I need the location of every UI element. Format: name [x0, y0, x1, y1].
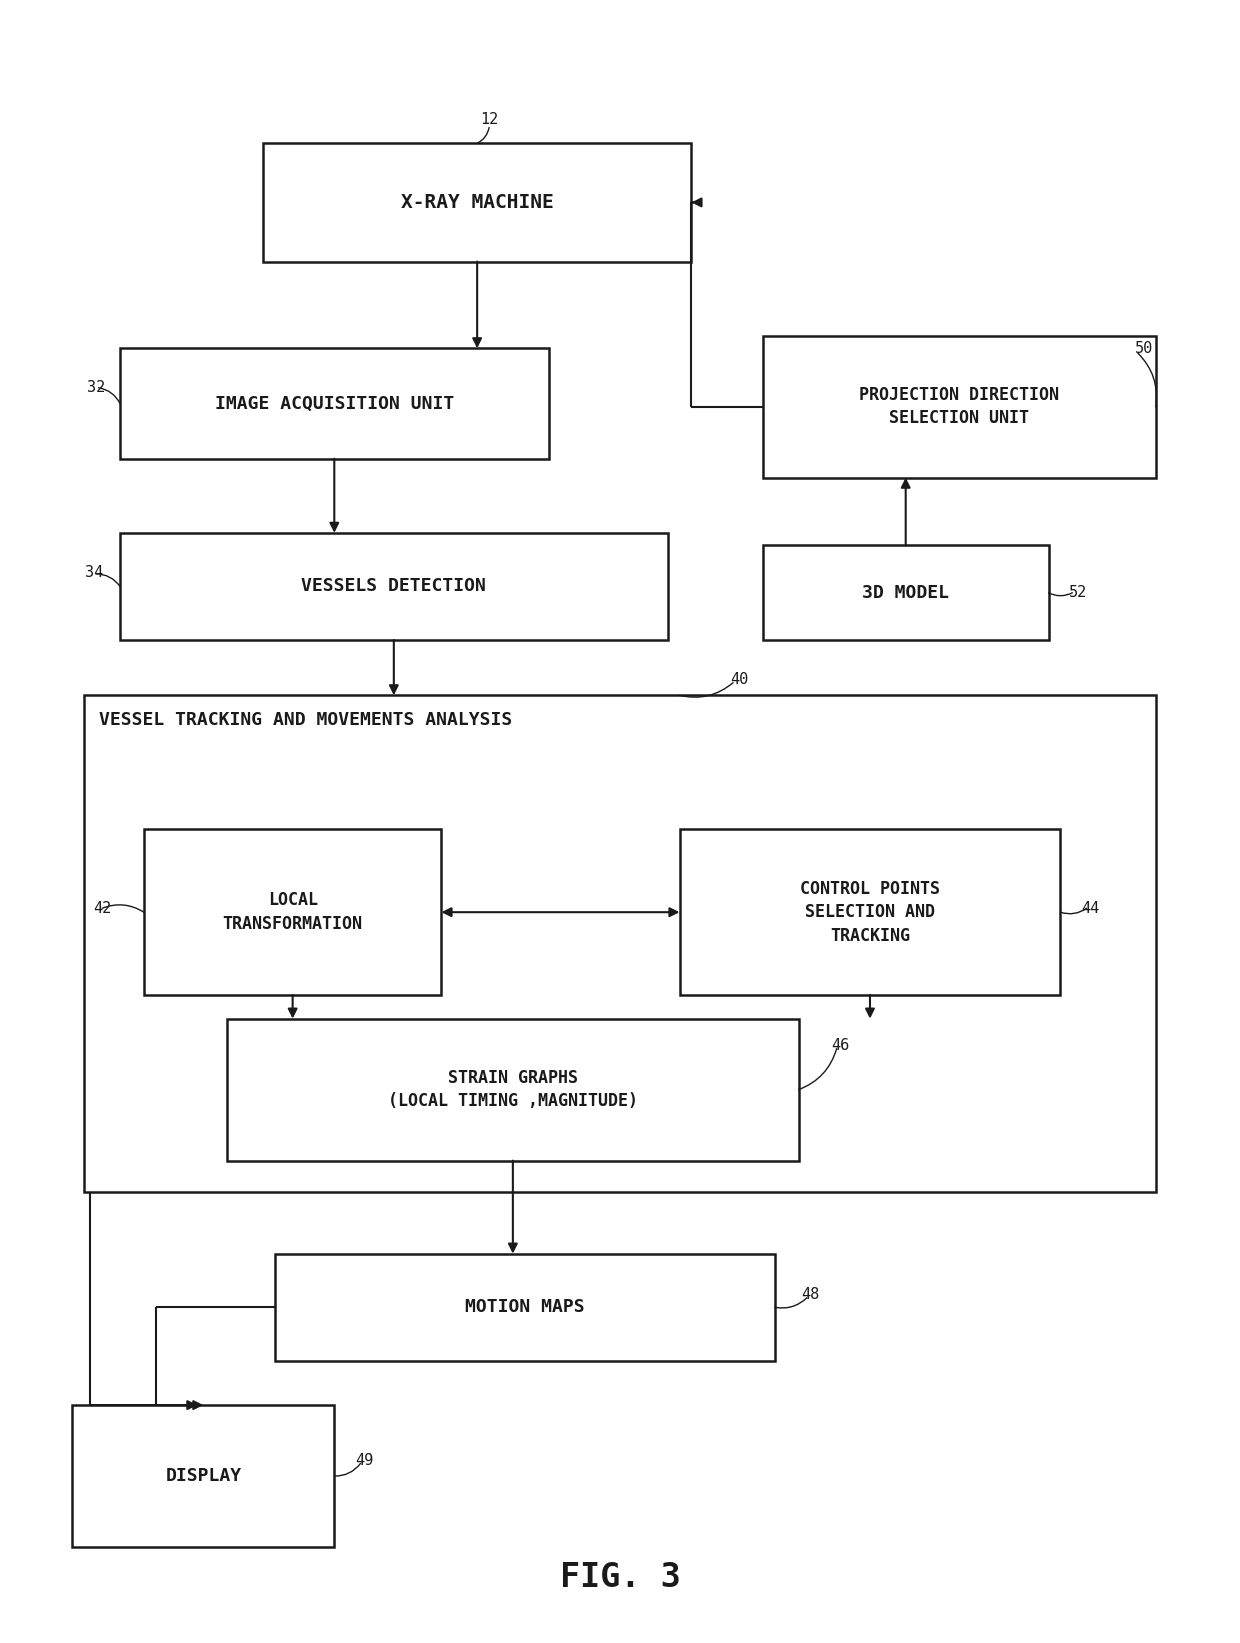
Text: VESSEL TRACKING AND MOVEMENTS ANALYSIS: VESSEL TRACKING AND MOVEMENTS ANALYSIS — [99, 711, 512, 729]
Text: 40: 40 — [730, 672, 748, 687]
Bar — [144, 830, 441, 996]
Text: 48: 48 — [801, 1286, 820, 1303]
Text: VESSELS DETECTION: VESSELS DETECTION — [301, 577, 486, 595]
Text: 32: 32 — [87, 380, 105, 396]
Text: STRAIN GRAPHS
(LOCAL TIMING ,MAGNITUDE): STRAIN GRAPHS (LOCAL TIMING ,MAGNITUDE) — [388, 1070, 637, 1111]
Bar — [263, 143, 692, 261]
Bar — [120, 348, 548, 458]
Text: 34: 34 — [84, 565, 103, 580]
Text: 49: 49 — [355, 1452, 373, 1467]
Text: LOCAL
TRANSFORMATION: LOCAL TRANSFORMATION — [223, 892, 362, 933]
Text: MOTION MAPS: MOTION MAPS — [465, 1298, 584, 1316]
Text: 52: 52 — [1069, 585, 1087, 600]
Text: 42: 42 — [93, 900, 112, 915]
Text: DISPLAY: DISPLAY — [165, 1467, 242, 1485]
Text: 50: 50 — [1135, 340, 1153, 357]
Text: 44: 44 — [1081, 900, 1100, 915]
Bar — [275, 1254, 775, 1360]
Text: 12: 12 — [480, 112, 498, 127]
Bar — [84, 695, 1156, 1193]
Text: X-RAY MACHINE: X-RAY MACHINE — [401, 192, 553, 212]
Text: IMAGE ACQUISITION UNIT: IMAGE ACQUISITION UNIT — [215, 394, 454, 412]
Text: 46: 46 — [831, 1038, 849, 1053]
Text: 3D MODEL: 3D MODEL — [862, 583, 949, 601]
Bar — [227, 1019, 799, 1160]
Bar — [763, 335, 1156, 478]
Bar — [763, 545, 1049, 641]
Bar — [72, 1405, 335, 1548]
Bar — [120, 532, 667, 641]
Text: FIG. 3: FIG. 3 — [559, 1561, 681, 1594]
Text: CONTROL POINTS
SELECTION AND
TRACKING: CONTROL POINTS SELECTION AND TRACKING — [800, 879, 940, 945]
Bar — [680, 830, 1060, 996]
Text: PROJECTION DIRECTION
SELECTION UNIT: PROJECTION DIRECTION SELECTION UNIT — [859, 386, 1059, 427]
